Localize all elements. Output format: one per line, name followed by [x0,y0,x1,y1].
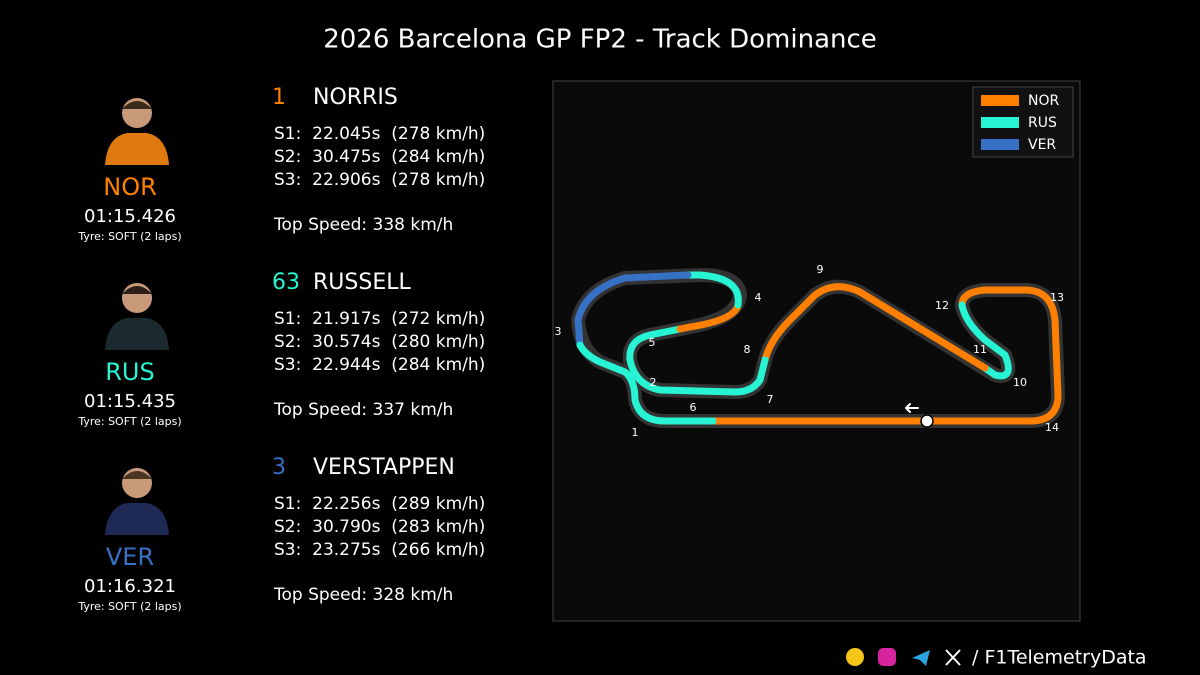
corner-label: 1 [632,426,639,439]
track-segment [626,325,769,396]
driver-code: NOR [103,173,157,201]
corner-label: 12 [935,299,949,312]
title: 2026 Barcelona GP FP2 - Track Dominance [323,25,877,55]
corner-label: 8 [744,343,751,356]
legend-label: VER [1028,137,1056,153]
driver-photo [105,468,169,535]
track-segment [709,286,1062,425]
corner-label: 7 [767,393,774,406]
corner-label: 5 [649,336,656,349]
corner-label: 4 [755,291,762,304]
driver-number: 63 [272,270,300,295]
legend-label: NOR [1028,93,1059,109]
corner-label: 6 [690,401,697,414]
sector-line: S3: 23.275s (266 km/h) [274,540,485,560]
sector-line: S2: 30.475s (284 km/h) [274,147,485,167]
corner-label: 11 [973,343,987,356]
track-segment [761,283,989,372]
lap-time: 01:15.426 [84,206,176,227]
legend-swatch [981,117,1019,128]
driver-number: 3 [272,455,286,480]
sector-line: S3: 22.906s (278 km/h) [274,170,485,190]
icon [912,650,930,666]
driver-name: RUSSELL [313,270,411,295]
driver-code: RUS [105,358,154,386]
tyre: Tyre: SOFT (2 laps) [77,230,181,243]
lap-time: 01:16.321 [84,576,176,597]
driver-number: 1 [272,85,286,110]
direction-arrow [905,403,919,413]
corner-label: 14 [1045,421,1059,434]
track-segment [574,271,692,349]
top-speed: Top Speed: 337 km/h [273,400,453,420]
footer-handle: / F1TelemetryData [972,647,1147,669]
sector-line: S3: 22.944s (284 km/h) [274,355,485,375]
corner-label: 13 [1050,291,1064,304]
corner-label: 10 [1013,376,1027,389]
lap-time: 01:15.435 [84,391,176,412]
corner-label: 3 [555,325,562,338]
icon [945,649,961,666]
icon [878,648,896,666]
corner-label: 2 [650,376,657,389]
track-segment [576,341,717,425]
top-speed: Top Speed: 338 km/h [273,215,453,235]
track-segment [684,271,742,309]
track [571,268,1065,428]
driver-photo [105,283,169,350]
legend-swatch [981,95,1019,106]
sector-line: S1: 22.045s (278 km/h) [274,124,485,144]
track-segment [958,301,1012,380]
sector-line: S1: 21.917s (272 km/h) [274,309,485,329]
driver-name: VERSTAPPEN [313,455,455,480]
start-finish [920,414,934,428]
driver-code: VER [106,543,154,571]
sector-line: S2: 30.790s (283 km/h) [274,517,485,537]
driver-name: NORRIS [313,85,398,110]
corner-label: 9 [817,263,824,276]
icon [846,648,864,666]
legend-label: RUS [1028,115,1057,131]
driver-photo [105,98,169,165]
tyre: Tyre: SOFT (2 laps) [77,600,181,613]
legend-swatch [981,139,1019,150]
sector-line: S1: 22.256s (289 km/h) [274,494,485,514]
sector-line: S2: 30.574s (280 km/h) [274,332,485,352]
tyre: Tyre: SOFT (2 laps) [77,415,181,428]
top-speed: Top Speed: 328 km/h [273,585,453,605]
